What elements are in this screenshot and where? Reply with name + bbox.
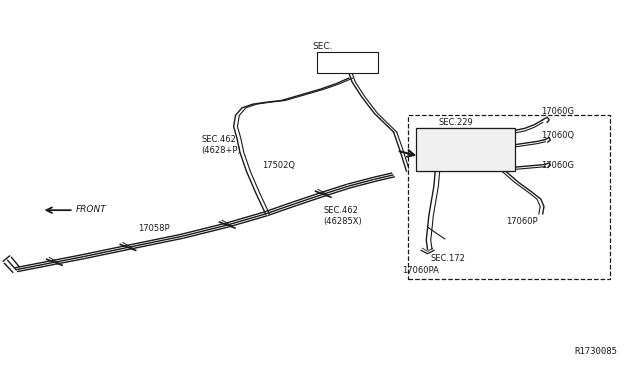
- Text: (4628+P): (4628+P): [202, 146, 241, 155]
- Text: 17060PA: 17060PA: [402, 266, 439, 275]
- Bar: [408, 115, 610, 279]
- Text: 17060G: 17060G: [541, 161, 574, 170]
- Text: 17060P: 17060P: [506, 217, 537, 226]
- Text: SEC.: SEC.: [312, 42, 333, 51]
- Text: SEC.462: SEC.462: [323, 206, 358, 215]
- Bar: [416, 128, 515, 171]
- Text: FRONT: FRONT: [76, 205, 106, 214]
- Text: 17058P: 17058P: [138, 224, 169, 233]
- Text: SEC.462: SEC.462: [202, 135, 236, 144]
- Text: 17060Q: 17060Q: [541, 131, 574, 140]
- Bar: [317, 52, 378, 73]
- Text: 17060G: 17060G: [541, 107, 574, 116]
- Text: 17502Q: 17502Q: [262, 161, 296, 170]
- Text: (46285X): (46285X): [323, 217, 362, 226]
- Text: R1730085: R1730085: [575, 347, 618, 356]
- Text: SEC.172: SEC.172: [430, 254, 465, 263]
- Text: SEC.229: SEC.229: [438, 118, 473, 127]
